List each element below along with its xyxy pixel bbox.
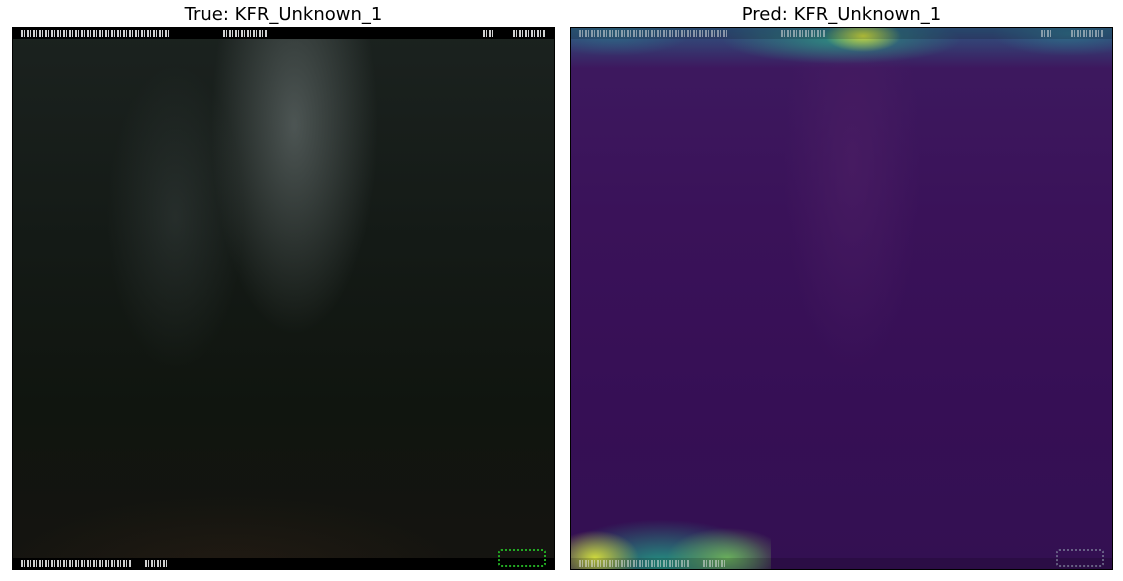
frame-code-glyphs [145,560,167,567]
temperature-glyphs [1071,30,1103,37]
timestamp-glyphs [579,30,729,37]
predicted-label-title: Pred: KFR_Unknown_1 [741,4,942,25]
temp-sign-glyphs [483,30,493,37]
camera-info-glyphs [21,560,131,567]
night-scene-photo [13,28,554,569]
camera-info-glyphs [579,560,689,567]
info-overlay-strip [13,558,554,569]
temp-sign-glyphs [1041,30,1051,37]
camera-trap-image [12,27,555,570]
camera-brand-logo [498,549,546,567]
heatmap-hotspot-bottom [571,514,771,569]
true-label-title: True: KFR_Unknown_1 [184,4,383,25]
frame-code-glyphs [703,560,725,567]
temperature-glyphs [513,30,545,37]
heatmap-image [570,27,1113,570]
camera-id-glyphs [223,30,268,37]
timestamp-glyphs [21,30,171,37]
timestamp-overlay-strip [13,28,554,39]
info-overlay-strip [571,558,1112,569]
timestamp-overlay-strip [571,28,1112,39]
camera-id-glyphs [781,30,826,37]
heatmap-background [571,28,1112,569]
camera-brand-logo [1056,549,1104,567]
